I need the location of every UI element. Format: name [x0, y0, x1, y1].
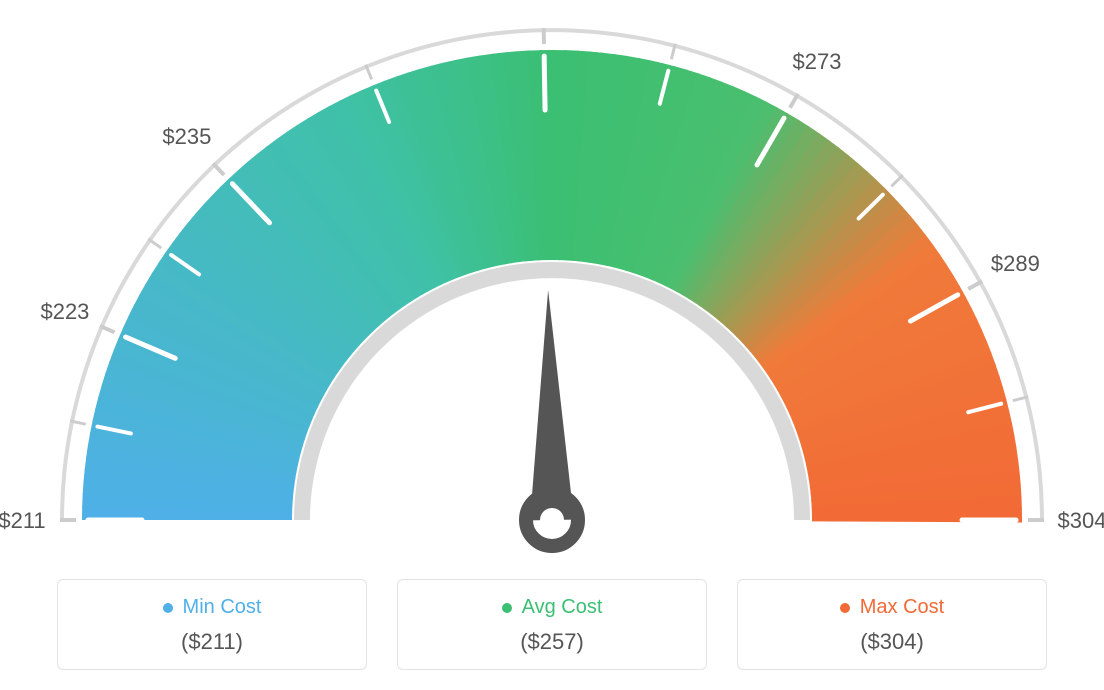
gauge-chart: $211 $223 $235 $257 $273 $289 $304 [0, 0, 1104, 560]
svg-text:$289: $289 [991, 251, 1040, 276]
legend-card-max: Max Cost ($304) [737, 579, 1047, 670]
svg-text:$273: $273 [793, 49, 842, 74]
legend-label-text: Min Cost [183, 596, 262, 619]
legend-card-avg: Avg Cost ($257) [397, 579, 707, 670]
svg-text:$235: $235 [162, 124, 211, 149]
legend-label-text: Max Cost [860, 596, 944, 619]
legend-row: Min Cost ($211) Avg Cost ($257) Max Cost… [0, 579, 1104, 670]
svg-text:$257: $257 [519, 0, 568, 3]
dot-icon [840, 603, 850, 613]
svg-text:$223: $223 [40, 299, 89, 324]
legend-card-min: Min Cost ($211) [57, 579, 367, 670]
dot-icon [502, 603, 512, 613]
legend-value-max: ($304) [738, 629, 1046, 655]
legend-label-text: Avg Cost [522, 596, 603, 619]
legend-value-min: ($211) [58, 629, 366, 655]
svg-text:$304: $304 [1058, 508, 1104, 533]
legend-label-max: Max Cost [840, 596, 944, 619]
legend-label-min: Min Cost [163, 596, 262, 619]
legend-label-avg: Avg Cost [502, 596, 603, 619]
legend-value-avg: ($257) [398, 629, 706, 655]
gauge-svg: $211 $223 $235 $257 $273 $289 $304 [0, 0, 1104, 560]
dot-icon [163, 603, 173, 613]
svg-text:$211: $211 [0, 508, 46, 533]
